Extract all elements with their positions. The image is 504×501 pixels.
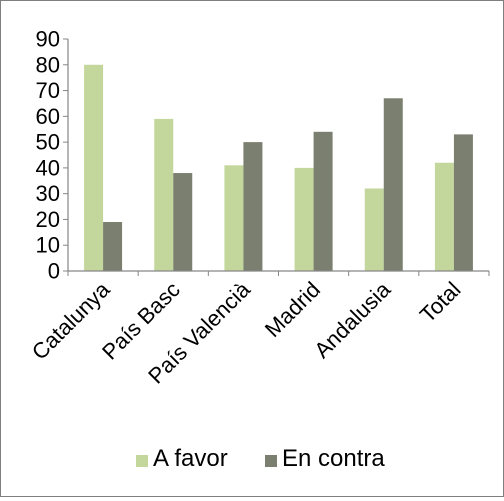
y-tick-label: 50 (36, 130, 60, 155)
bar-en-contra (453, 134, 473, 271)
bar-a-favor (434, 162, 454, 271)
legend-label: A favor (153, 445, 228, 472)
y-tick-label: 80 (36, 52, 60, 77)
axis-tick-marks (63, 38, 490, 276)
y-tick-label: 60 (36, 104, 60, 129)
bar-en-contra (173, 173, 193, 271)
x-category-label: Andalusia (309, 276, 396, 363)
bar-en-contra (313, 131, 333, 271)
y-tick-label: 40 (36, 155, 60, 180)
bar-en-contra (103, 222, 123, 271)
x-category-label: Madrid (260, 277, 325, 342)
y-tick-label: 20 (36, 207, 60, 232)
legend-label: En contra (282, 445, 385, 472)
bar-a-favor (84, 64, 104, 272)
bars (84, 64, 473, 272)
y-tick-label: 0 (48, 259, 60, 284)
bar-a-favor (364, 188, 384, 271)
x-category-label: Total (415, 277, 466, 328)
bar-a-favor (294, 167, 314, 271)
y-tick-label: 90 (36, 27, 60, 52)
legend: A favor En contra (136, 445, 385, 472)
bar-en-contra (383, 98, 403, 272)
y-tick-label: 30 (36, 181, 60, 206)
legend-swatch (136, 455, 148, 467)
y-tick-label: 10 (36, 233, 60, 258)
y-tick-label: 70 (36, 78, 60, 103)
bar-a-favor (154, 118, 174, 272)
legend-swatch (265, 455, 277, 467)
bar-a-favor (224, 165, 244, 271)
bar-en-contra (243, 142, 263, 271)
